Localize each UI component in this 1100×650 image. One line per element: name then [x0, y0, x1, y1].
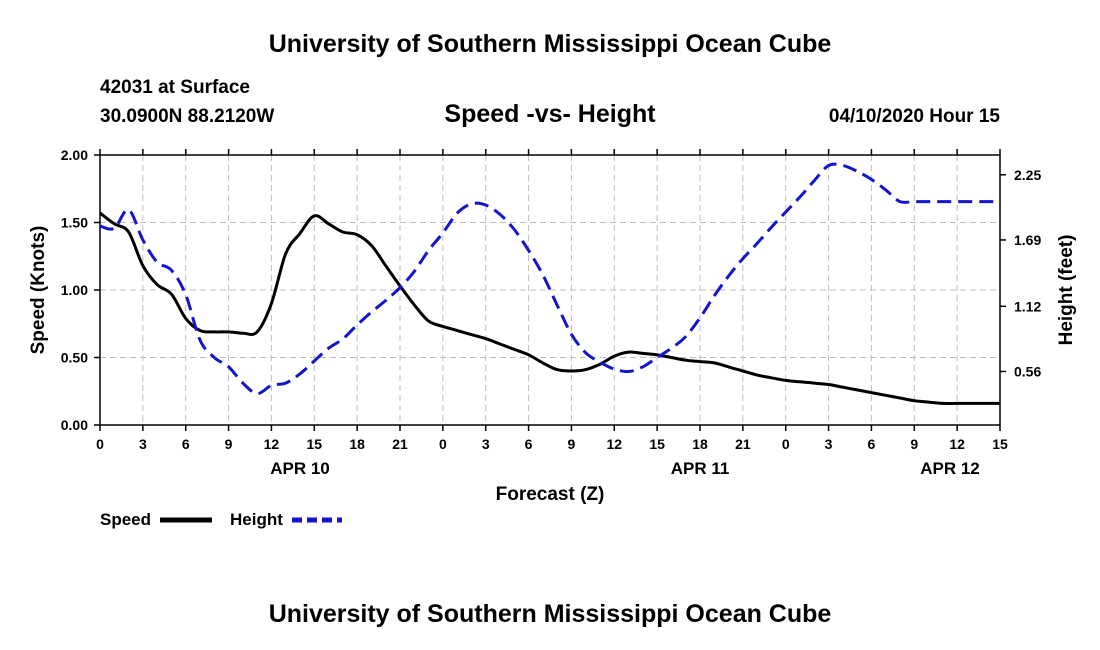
y-tick-label: 0.50 — [61, 350, 88, 366]
forecast-datetime: 04/10/2020 Hour 15 — [828, 106, 1000, 127]
date-label: APR 10 — [270, 459, 330, 478]
x-tick-label: 9 — [568, 436, 576, 452]
x-tick-label: 15 — [649, 436, 665, 452]
x-tick-label: 6 — [182, 436, 190, 452]
station-coordinates: 30.0900N 88.2120W — [100, 106, 275, 127]
y-tick-label: 0.00 — [61, 417, 88, 433]
chart-title: Speed -vs- Height — [444, 100, 656, 128]
legend-label-height: Height — [230, 510, 283, 529]
x-tick-label: 0 — [96, 436, 104, 452]
series-line-height — [99, 162, 1000, 396]
legend-label-speed: Speed — [100, 510, 151, 529]
x-tick-label: 15 — [992, 436, 1008, 452]
x-tick-label: 6 — [525, 436, 533, 452]
y2-axis-title: Height (feet) — [1056, 235, 1077, 346]
x-tick-label: 18 — [349, 436, 365, 452]
x-tick-label: 21 — [735, 436, 751, 452]
grid — [100, 155, 1000, 425]
y-tick-label: 1.00 — [61, 282, 88, 298]
x-axis-title: Forecast (Z) — [496, 484, 605, 505]
page-title: University of Southern Mississippi Ocean… — [268, 30, 832, 58]
footer-title: University of Southern Mississippi Ocean… — [268, 600, 832, 628]
x-tick-label: 6 — [868, 436, 876, 452]
date-label: APR 12 — [920, 459, 980, 478]
series — [99, 162, 1000, 405]
y2-tick-label: 1.12 — [1014, 298, 1041, 314]
x-tick-label: 9 — [910, 436, 918, 452]
y-axis-title: Speed (Knots) — [28, 226, 49, 355]
x-tick-label: 3 — [482, 436, 490, 452]
x-tick-label: 3 — [825, 436, 833, 452]
x-tick-label: 15 — [306, 436, 322, 452]
axes: 0 3 6 9 12 15 18 21 0 3 6 9 12 15 18 21 0 3 6 9 12 15 APR 10 AP… — [28, 147, 1077, 505]
station-label: 42031 at Surface — [100, 77, 250, 98]
y2-tick-label: 2.25 — [1014, 167, 1041, 183]
x-tick-label: 21 — [392, 436, 408, 452]
x-tick-label: 3 — [139, 436, 147, 452]
x-tick-label: 12 — [264, 436, 280, 452]
x-tick-label: 9 — [225, 436, 233, 452]
x-tick-label: 12 — [606, 436, 622, 452]
y2-tick-label: 1.69 — [1014, 232, 1041, 248]
series-line-speed — [99, 211, 1000, 405]
x-tick-label: 12 — [949, 436, 965, 452]
x-tick-label: 0 — [782, 436, 790, 452]
y-tick-label: 2.00 — [61, 147, 88, 163]
x-tick-label: 18 — [692, 436, 708, 452]
legend: Speed Height — [100, 510, 342, 529]
y2-tick-label: 0.56 — [1014, 363, 1041, 379]
date-label: APR 11 — [671, 459, 730, 478]
x-tick-label: 0 — [439, 436, 447, 452]
y-tick-label: 1.50 — [61, 215, 88, 231]
